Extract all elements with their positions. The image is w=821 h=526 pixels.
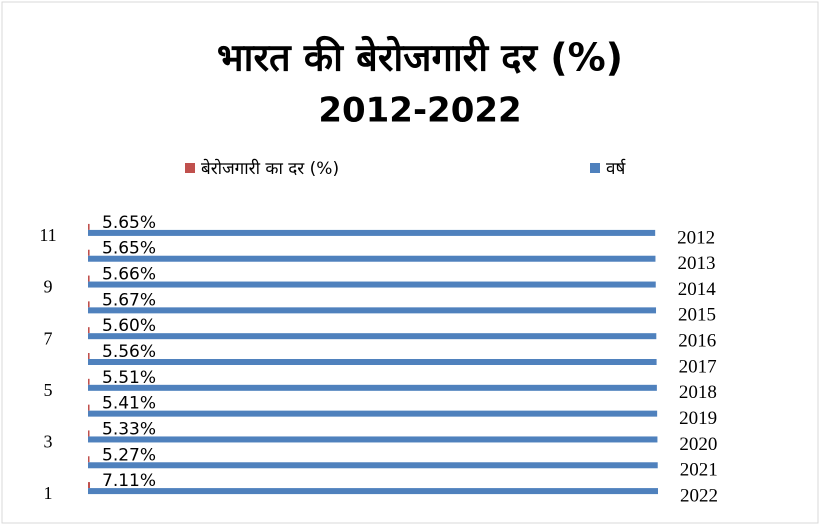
legend-label: वर्ष — [606, 158, 626, 179]
y-tick-label: 1 — [44, 483, 53, 503]
bar — [88, 430, 90, 437]
data-label: 7.11% — [102, 471, 156, 491]
bar — [88, 482, 91, 489]
data-label: 2013 — [677, 253, 715, 274]
data-label: 2021 — [680, 460, 718, 481]
bar — [88, 404, 90, 411]
data-label: 2017 — [679, 356, 717, 377]
data-label: 5.41% — [102, 394, 156, 414]
data-label: 2022 — [680, 485, 718, 506]
data-label: 2015 — [678, 305, 716, 326]
bar — [88, 255, 656, 262]
data-label: 2016 — [678, 331, 716, 352]
bar — [88, 275, 90, 282]
bar — [88, 410, 658, 417]
chart-title: भारत की बेरोजगारी दर (%) — [217, 36, 623, 80]
data-label: 2012 — [677, 227, 715, 248]
bar — [88, 353, 90, 359]
bar — [88, 488, 658, 495]
legend-label: बेरोजगारी का दर (%) — [201, 158, 339, 179]
data-label: 5.65% — [102, 239, 156, 259]
data-label: 5.60% — [102, 316, 156, 336]
legend-swatch — [185, 163, 195, 173]
y-tick-label: 11 — [39, 225, 56, 245]
bar — [88, 378, 90, 385]
data-label: 5.51% — [102, 368, 156, 388]
data-label: 2018 — [679, 382, 717, 403]
data-label: 2019 — [679, 408, 717, 429]
data-label: 5.67% — [102, 290, 156, 310]
data-label: 5.66% — [102, 265, 156, 285]
bar — [88, 462, 658, 469]
bar — [88, 301, 90, 308]
bar — [88, 281, 656, 288]
data-label: 5.56% — [102, 342, 156, 362]
data-label: 5.27% — [102, 445, 156, 465]
y-tick-label: 3 — [44, 432, 53, 452]
chart-subtitle: 2012-2022 — [318, 91, 521, 131]
y-tick-label: 5 — [44, 380, 53, 400]
data-label: 5.33% — [102, 419, 156, 439]
bar — [88, 333, 657, 340]
bar — [88, 359, 657, 365]
bar — [88, 307, 657, 314]
data-label: 2020 — [679, 434, 717, 455]
data-label: 2014 — [678, 279, 717, 300]
bar — [88, 223, 90, 230]
bar — [88, 384, 657, 391]
legend-swatch — [590, 163, 600, 173]
y-tick-label: 9 — [44, 277, 53, 297]
bar — [88, 327, 90, 334]
data-label: 5.65% — [102, 213, 156, 233]
bar — [88, 249, 90, 256]
bar — [88, 229, 656, 236]
bar — [88, 456, 90, 463]
y-tick-label: 7 — [44, 328, 53, 348]
bar — [88, 436, 658, 443]
